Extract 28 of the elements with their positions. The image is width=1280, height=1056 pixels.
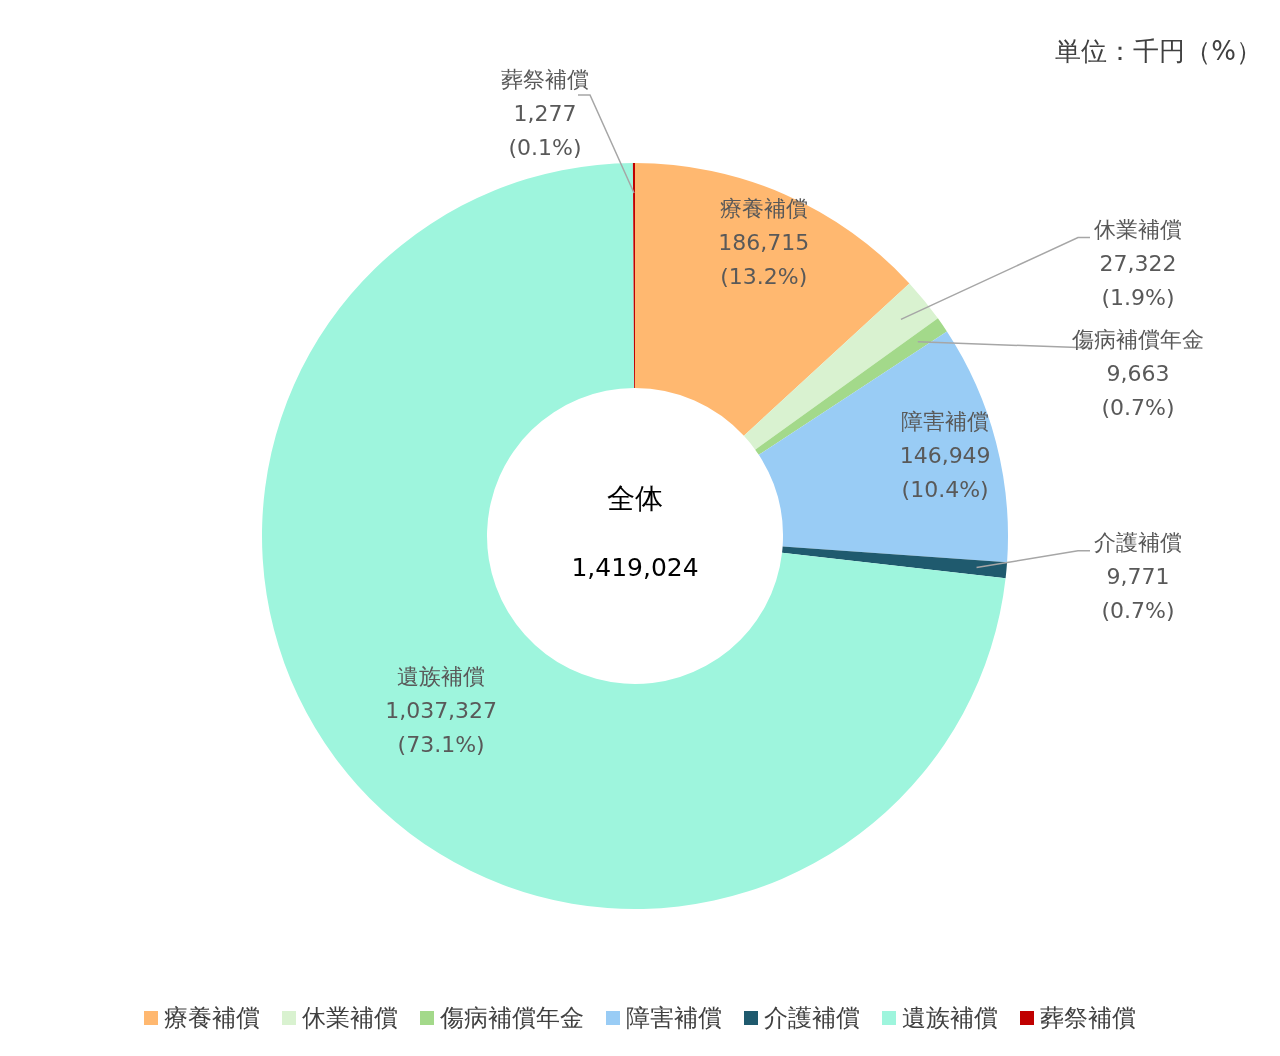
data-label: 9,663 (0.7%): [1101, 360, 1175, 420]
legend-label: 遺族補償: [902, 1003, 998, 1034]
text: 1,419,024: [571, 553, 699, 582]
data-label: 186,715 (13.2%): [718, 230, 810, 290]
slice-label: 障害補償: [901, 409, 990, 435]
data-label: 9,771 (0.7%): [1101, 563, 1175, 623]
legend-label: 休業補償: [302, 1003, 398, 1034]
slice-label: 遺族補償: [397, 663, 486, 689]
data-label: 27,322 (1.9%): [1099, 250, 1177, 310]
text: 単位：千円（%）: [1055, 36, 1262, 66]
data-label: 146,949 (10.4%): [899, 443, 991, 503]
legend-label: 介護補償: [764, 1003, 860, 1034]
legend-label: 傷病補償年金: [440, 1003, 584, 1034]
donut-slice: [758, 331, 1008, 563]
slice-label: 葬祭補償: [501, 67, 589, 92]
data-label: 1,277 (0.1%): [508, 101, 582, 160]
donut-slice: [262, 163, 1006, 909]
legend-label: 障害補償: [626, 1003, 722, 1034]
legend-label: 葬祭補償: [1040, 1003, 1136, 1034]
donut-slice: [782, 546, 1008, 579]
slice-label: 休業補償: [1094, 216, 1182, 242]
slice-label: 介護補償: [1094, 529, 1182, 555]
text: 全体: [607, 482, 663, 515]
slice-label: 療養補償: [719, 196, 808, 222]
donut-slice: [632, 163, 635, 388]
data-label: 1,037,327 (73.1%): [385, 697, 498, 757]
legend-label: 療養補償: [164, 1003, 260, 1034]
slice-label: 傷病補償年金: [1071, 326, 1204, 352]
